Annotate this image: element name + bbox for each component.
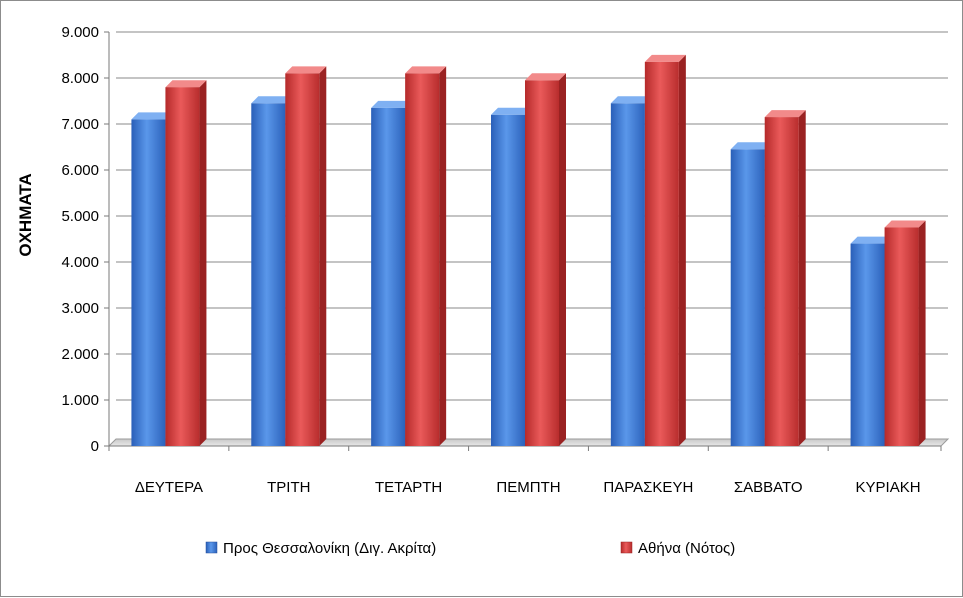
bar-side: [678, 54, 686, 447]
bar: [405, 66, 447, 447]
legend-label: Αθήνα (Νότος): [638, 540, 735, 557]
y-tick-label: 0: [91, 438, 99, 455]
legend-item: Προς Θεσσαλονίκη (Διγ. Ακρίτα): [205, 540, 436, 557]
y-tick-label: 8.000: [61, 70, 99, 87]
bar-front: [405, 73, 440, 447]
bar: [884, 220, 926, 446]
legend-swatch: [620, 541, 633, 554]
bar-front: [644, 61, 679, 447]
bar-top: [131, 112, 173, 120]
y-tick-label: 6.000: [61, 162, 99, 179]
bar-top: [730, 142, 772, 150]
y-tick-label: 3.000: [61, 300, 99, 317]
bar-top: [371, 100, 413, 108]
bars: [131, 54, 926, 447]
bar-top: [764, 110, 806, 118]
y-tick-labels: 0 1.000 2.000 3.000 4.000 5.000 6.000 7.000 8.00…: [61, 24, 99, 455]
bar-side: [798, 110, 806, 446]
bar-front: [131, 119, 166, 447]
bar-side: [319, 66, 327, 447]
bar-top: [610, 96, 652, 104]
bar-side: [439, 66, 447, 447]
x-tick-label: ΚΥΡΙΑΚΗ: [856, 479, 921, 496]
bar-side: [199, 80, 207, 446]
y-tick-label: 5.000: [61, 208, 99, 225]
bar-top: [884, 220, 926, 228]
bar-front: [610, 103, 645, 447]
bar: [285, 66, 327, 447]
bar-top: [251, 96, 293, 104]
x-tick-label: ΠΑΡΑΣΚΕΥΗ: [603, 479, 693, 496]
y-tick-label: 2.000: [61, 346, 99, 363]
bar-front: [884, 227, 919, 446]
bar: [644, 54, 686, 447]
bar-top: [165, 80, 207, 88]
bar: [525, 73, 566, 447]
bar-side: [918, 220, 926, 446]
bar-front: [764, 117, 799, 446]
y-tick-label: 1.000: [61, 392, 99, 409]
bar-side: [559, 73, 566, 447]
legend-item: Αθήνα (Νότος): [620, 540, 735, 557]
x-tick-label: ΔΕΥΤΕΡΑ: [135, 479, 203, 496]
bar-front: [165, 87, 200, 446]
bar-front: [491, 114, 525, 447]
bar-top: [644, 54, 686, 62]
x-tick-label: ΠΕΜΠΤΗ: [496, 479, 560, 496]
bar-front: [525, 80, 559, 447]
legend: Προς Θεσσαλονίκη (Διγ. Ακρίτα) Αθήνα (Νότ…: [205, 540, 735, 557]
legend-label: Προς Θεσσαλονίκη (Διγ. Ακρίτα): [223, 540, 436, 557]
x-tick-labels: ΔΕΥΤΕΡΑ ΤΡΙΤΗ ΤΕΤΑΡΤΗ ΠΕΜΠΤΗ ΠΑΡΑΣΚΕΥΗ ΣΑΒΒΑΤ…: [135, 479, 921, 496]
bar-top: [405, 66, 447, 74]
bar-top: [491, 107, 532, 115]
bar-front: [850, 243, 885, 446]
bar-top: [285, 66, 327, 74]
bar-top: [850, 236, 892, 244]
y-tick-label: 7.000: [61, 116, 99, 133]
legend-swatch: [205, 541, 218, 554]
bar-front: [251, 103, 286, 447]
bar: [165, 80, 207, 446]
bar-top: [525, 73, 566, 81]
bar: [764, 110, 806, 446]
x-tick-label: ΤΕΤΑΡΤΗ: [375, 479, 442, 496]
y-tick-label: 4.000: [61, 254, 99, 271]
bar-front: [285, 73, 320, 447]
x-tick-label: ΤΡΙΤΗ: [267, 479, 310, 496]
y-axis-title: ΟΧΗΜΑΤΑ: [16, 173, 35, 256]
y-tick-label: 9.000: [61, 24, 99, 41]
x-tick-label: ΣΑΒΒΑΤΟ: [734, 479, 803, 496]
bar-front: [730, 149, 765, 447]
bar-front: [371, 107, 406, 447]
